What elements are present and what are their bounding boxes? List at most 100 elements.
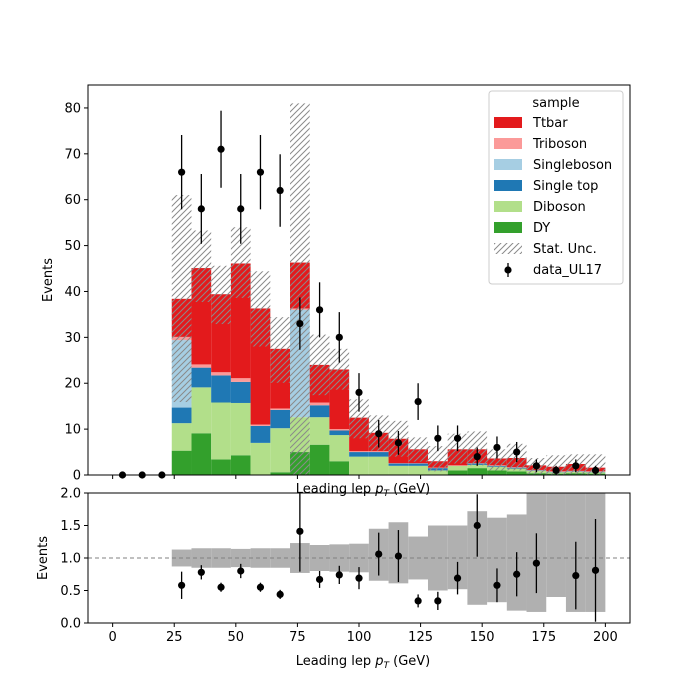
stat-unc-bin: [250, 271, 271, 347]
ratio-point: [315, 575, 324, 584]
data-point: [375, 430, 383, 438]
ratio-unc-band: [171, 493, 606, 612]
bar-single-top: [191, 367, 212, 388]
bar-diboson: [447, 465, 468, 471]
bar-single-top: [250, 425, 271, 443]
bar-single-top: [309, 405, 330, 418]
ratio-unc-bin: [447, 525, 468, 590]
ratio-panel: 0.0 0.5 1.0 1.5 2.0 0 25 50 75 100 125 150 175 200 Eve…: [36, 487, 631, 671]
ratio-x-axis-label: Leading lep pT (GeV): [296, 654, 430, 671]
legend-title: sample: [532, 96, 579, 111]
bar-diboson: [427, 470, 448, 475]
ratio-point: [572, 571, 580, 580]
y-tick-label: 40: [64, 285, 81, 300]
ratio-point: [197, 568, 205, 576]
main-panel: 0 10 20 30 40 50 60 70 80 Events Leading lep pT (G…: [41, 84, 631, 499]
bar-triboson: [309, 402, 330, 406]
bar-single-top: [368, 452, 389, 457]
ratio-y-axis-label: Events: [36, 536, 51, 580]
stat-unc-bin: [329, 348, 350, 390]
ratio-point: [532, 559, 540, 567]
ratio-y-tick-label: 0.5: [60, 584, 81, 599]
stat-unc-bin: [171, 195, 192, 403]
bar-single-top: [329, 430, 350, 436]
data-point: [256, 168, 265, 176]
legend-label-dy: DY: [533, 221, 550, 236]
bar-triboson: [250, 424, 271, 426]
data-point: [276, 186, 284, 195]
data-point: [591, 466, 600, 475]
y-tick-label: 60: [64, 193, 81, 208]
ratio-y-tick-label: 1.0: [60, 552, 81, 567]
bar-single-top: [211, 375, 231, 403]
ratio-point: [493, 581, 501, 589]
bar-triboson: [349, 451, 369, 453]
bar-diboson: [211, 402, 231, 460]
data-point: [237, 205, 245, 213]
y-tick-label: 0: [73, 469, 81, 484]
data-point: [572, 462, 580, 470]
stat-unc-bin: [211, 265, 231, 325]
ratio-unc-bin: [467, 511, 488, 605]
stat-unc-bin: [487, 449, 507, 471]
ratio-y-tick-label: 1.5: [60, 519, 81, 534]
ratio-point: [237, 567, 245, 575]
bar-triboson: [211, 372, 231, 376]
stat-unc-bin: [427, 446, 448, 472]
data-point: [394, 439, 403, 447]
ratio-y-tick-label: 2.0: [60, 487, 81, 502]
ratio-point: [473, 521, 481, 530]
bar-dy: [230, 455, 251, 475]
ratio-x-tick-label: 75: [289, 630, 306, 645]
ratio-point: [453, 574, 462, 582]
data-point: [473, 453, 481, 461]
bar-diboson: [368, 456, 389, 475]
bar-dy: [487, 470, 507, 475]
ratio-points: [178, 493, 600, 622]
bar-diboson: [349, 456, 369, 475]
legend-label-triboson: Triboson: [532, 137, 587, 152]
legend: sample Ttbar Triboson Singleboson Single top…: [488, 90, 624, 285]
bar-dy: [329, 461, 350, 475]
main-x-axis-label: Leading lep pT (GeV): [296, 482, 430, 499]
ratio-point: [335, 571, 343, 579]
ratio-x-tick-label: 175: [531, 630, 556, 645]
bar-dy: [506, 471, 527, 475]
stat-unc-bin: [309, 334, 330, 396]
stat-unc-bin: [290, 103, 310, 475]
ratio-unc-bin: [250, 548, 271, 568]
ratio-x-tick-label: 100: [347, 630, 372, 645]
y-tick-label: 30: [64, 331, 81, 346]
y-tick-label: 80: [64, 101, 81, 116]
bar-dy: [270, 472, 291, 475]
stat-unc-bin: [191, 230, 212, 303]
stat-unc-bin: [270, 317, 291, 383]
legend-data-marker: [504, 266, 512, 274]
ratio-point: [434, 597, 442, 605]
bar-single-top: [171, 407, 192, 424]
stat-unc-bin: [349, 399, 369, 439]
legend-label-stat-unc: Stat. Unc.: [533, 242, 597, 257]
y-tick-label: 10: [64, 423, 81, 438]
bar-diboson: [467, 464, 488, 469]
data-point: [513, 448, 521, 456]
data-point: [414, 397, 422, 406]
data-point: [453, 434, 462, 442]
ratio-point: [591, 566, 600, 574]
bar-dy: [191, 433, 212, 475]
ratio-point: [513, 570, 521, 578]
y-tick-label: 20: [64, 377, 81, 392]
data-point: [493, 443, 501, 452]
stat-unc-bin: [585, 454, 606, 475]
ratio-x-tick-label: 50: [228, 630, 245, 645]
legend-label-diboson: Diboson: [533, 200, 586, 215]
ratio-unc-bin: [546, 493, 566, 597]
legend-swatch-single-top: [494, 180, 522, 191]
bar-diboson: [270, 428, 291, 473]
bar-single-top: [230, 381, 251, 403]
bar-dy: [309, 444, 330, 475]
legend-label-ttbar: Ttbar: [532, 116, 568, 131]
ratio-x-tick-label: 150: [470, 630, 495, 645]
stat-unc-bin: [230, 227, 251, 298]
